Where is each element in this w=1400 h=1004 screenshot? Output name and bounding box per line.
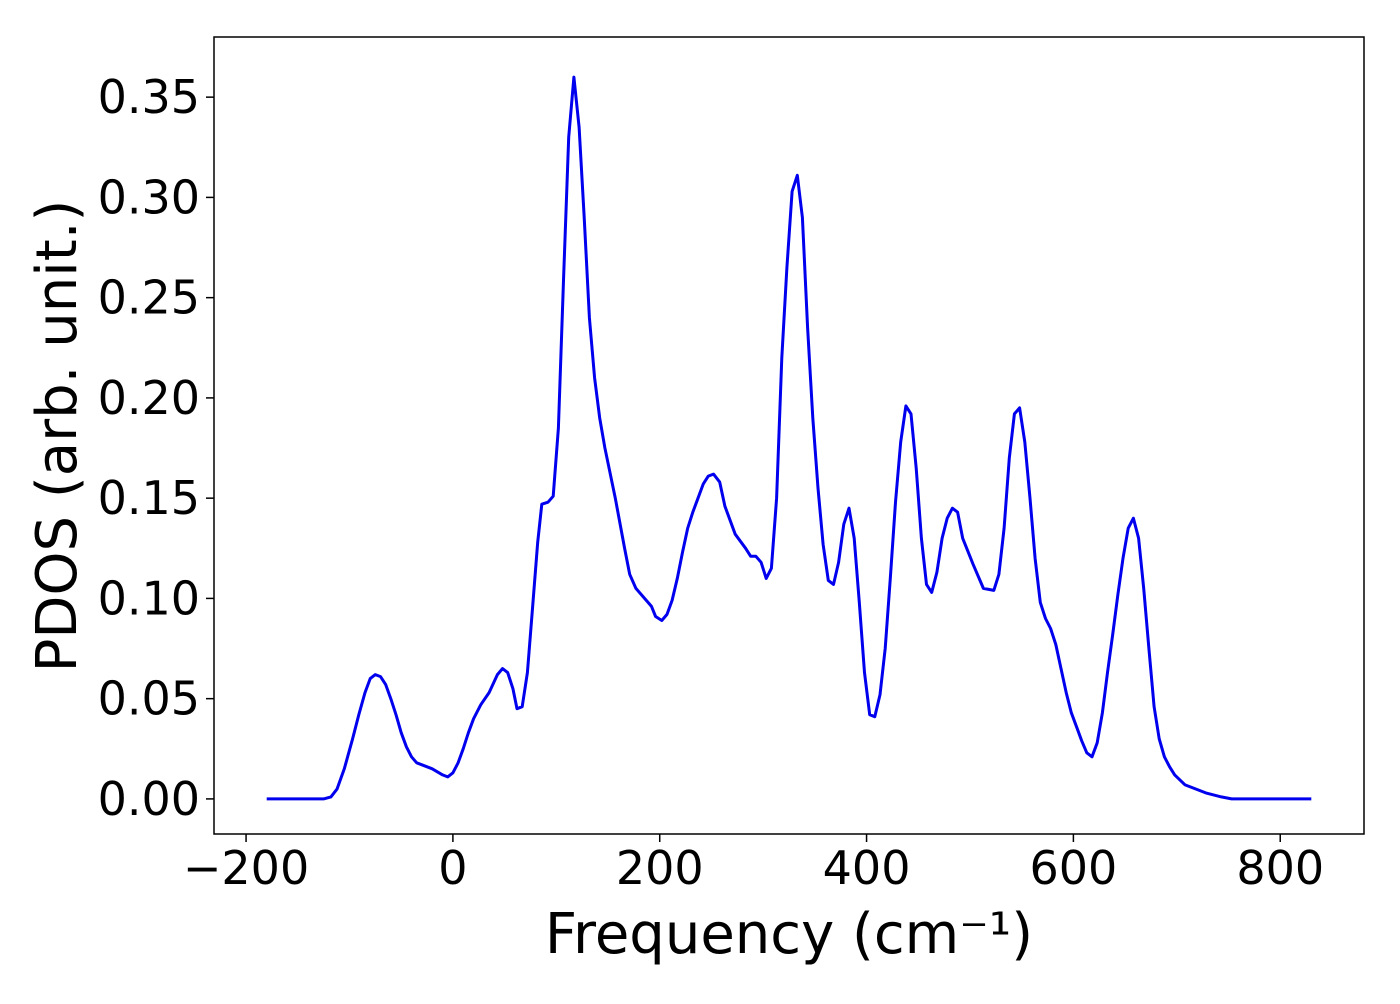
y-tick-label: 0.30 <box>98 170 200 224</box>
x-axis-label: Frequency (cm⁻¹) <box>545 902 1033 967</box>
x-tick-label: 400 <box>823 841 911 895</box>
x-tick-label: 800 <box>1236 841 1324 895</box>
x-tick-label: 200 <box>616 841 704 895</box>
y-tick-label: 0.05 <box>98 672 200 726</box>
data-line <box>266 75 1312 801</box>
y-tick-label: 0.15 <box>98 471 200 525</box>
y-tick-label: 0.00 <box>98 772 200 826</box>
y-axis-label: PDOS (arb. unit.) <box>25 200 90 673</box>
y-tick-label: 0.25 <box>98 271 200 325</box>
y-tick-label: 0.35 <box>98 70 200 124</box>
x-tick-label: −200 <box>183 841 309 895</box>
y-tick-label: 0.20 <box>98 371 200 425</box>
x-tick-label: 0 <box>438 841 467 895</box>
y-tick-label: 0.10 <box>98 571 200 625</box>
x-tick-label: 600 <box>1029 841 1117 895</box>
plot-frame <box>213 36 1365 835</box>
